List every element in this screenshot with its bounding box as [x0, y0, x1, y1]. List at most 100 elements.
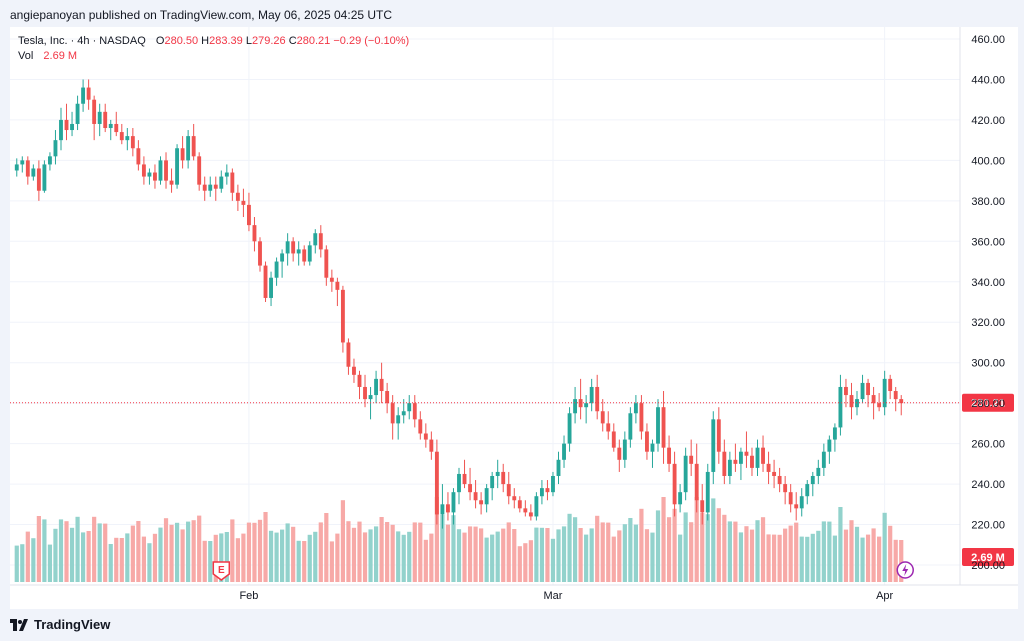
candle-body	[490, 475, 495, 489]
candle-body	[551, 475, 555, 493]
volume-bar	[456, 529, 462, 582]
candle-body	[25, 160, 30, 177]
volume-bar	[64, 521, 69, 582]
candle-body	[130, 136, 135, 149]
candle-body	[136, 148, 141, 165]
volume-bar	[622, 524, 627, 582]
candle-body	[59, 119, 63, 141]
candle-body	[838, 386, 843, 428]
candle-body	[512, 496, 517, 501]
price-chart[interactable]: 280.212.69 MEE 460.00440.00420.00400.003…	[10, 27, 1018, 609]
tradingview-logo-icon	[10, 618, 28, 631]
candle-body	[86, 87, 91, 100]
volume-bar	[694, 497, 699, 582]
volume-bar	[843, 529, 849, 582]
legend-high-value: 283.39	[209, 35, 243, 47]
volume-bar	[75, 516, 80, 582]
candle-body	[374, 378, 379, 396]
candle-body	[622, 439, 627, 460]
candle-body	[141, 164, 146, 177]
volume-bar	[606, 522, 611, 582]
candle-body	[346, 342, 351, 367]
volume-bar	[727, 521, 732, 582]
candle-body	[744, 451, 749, 456]
volume-bar	[506, 522, 511, 582]
y-tick-label: 320.00	[971, 317, 1005, 329]
candle-body	[202, 184, 207, 191]
volume-bar	[53, 528, 58, 582]
volume-bar	[650, 532, 655, 582]
tradingview-logo-text: TradingView	[34, 617, 111, 632]
candle-body	[716, 419, 721, 452]
candle-body	[617, 447, 622, 460]
candle-body	[14, 164, 19, 171]
candle-body	[224, 172, 229, 177]
volume-bar	[528, 540, 533, 582]
candle-body	[495, 471, 500, 476]
y-tick-label: 440.00	[971, 74, 1005, 86]
candle-body	[832, 427, 837, 440]
volume-bar	[368, 529, 373, 582]
volume-bar	[479, 528, 484, 582]
volume-bar	[14, 545, 19, 582]
candle-body	[390, 403, 395, 424]
legend-low-value: 279.26	[251, 35, 286, 47]
candle-body	[92, 99, 97, 124]
volume-bar	[340, 500, 346, 582]
candle-body	[479, 500, 484, 505]
volume-bar	[280, 529, 285, 582]
candle-body	[573, 399, 578, 414]
candle-body	[36, 168, 41, 191]
candle-body	[324, 249, 329, 278]
volume-bar	[335, 533, 340, 582]
y-tick-label: 400.00	[971, 155, 1005, 167]
volume-bar	[755, 520, 760, 582]
candle-body	[783, 484, 788, 493]
volume-bar	[523, 543, 528, 582]
candle-body	[31, 168, 36, 177]
y-tick-label: 420.00	[971, 115, 1005, 127]
candle-body	[772, 471, 777, 476]
volume-bar	[550, 538, 556, 582]
candle-body	[75, 103, 80, 124]
legend-volume-row: Vol 2.69 M	[18, 49, 409, 64]
candle-body	[645, 431, 649, 452]
volume-bar	[899, 540, 904, 582]
volume-bar	[501, 528, 506, 582]
volume-bar	[313, 531, 318, 582]
candle-body	[545, 488, 550, 493]
candle-body	[302, 249, 307, 262]
candle-body	[219, 176, 224, 189]
tradingview-logo[interactable]: TradingView	[10, 617, 110, 632]
volume-bar	[186, 521, 191, 582]
candle-body	[539, 488, 544, 497]
volume-bar	[108, 544, 113, 582]
candle-body	[158, 160, 163, 181]
volume-bar	[865, 534, 871, 582]
candle-body	[821, 451, 826, 468]
candle-body	[153, 172, 157, 181]
candle-body	[42, 164, 47, 191]
candle-body	[418, 419, 423, 434]
volume-bar	[86, 531, 91, 582]
candle-body	[672, 463, 677, 505]
volume-bar	[783, 528, 788, 582]
volume-bar	[92, 516, 97, 582]
candle-body	[738, 451, 743, 464]
volume-bar	[595, 515, 600, 582]
candle-body	[462, 473, 467, 485]
volume-bar	[125, 533, 130, 582]
chart-panel[interactable]: 280.212.69 MEE 460.00440.00420.00400.003…	[10, 27, 1018, 609]
candles	[14, 79, 904, 529]
volume-bar	[80, 532, 86, 582]
volume-bar	[434, 497, 439, 582]
candle-body	[589, 386, 594, 404]
volume-bar	[407, 531, 412, 582]
volume-bar	[302, 541, 307, 582]
volume-bar	[197, 515, 202, 582]
volume-bar	[230, 519, 235, 582]
candle-body	[440, 504, 445, 515]
candle-body	[280, 253, 285, 262]
candle-body	[119, 132, 124, 141]
volume-bar	[246, 522, 252, 582]
